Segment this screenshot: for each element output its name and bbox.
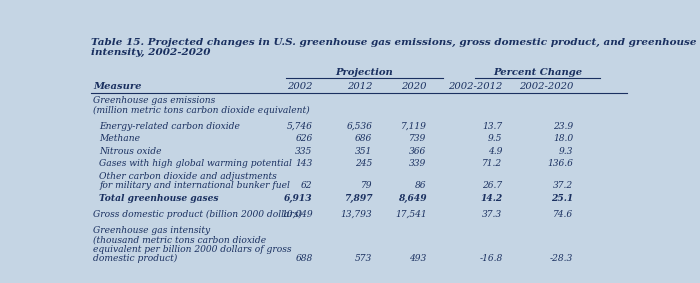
- Text: 10,049: 10,049: [281, 210, 313, 219]
- Text: Gross domestic product (billion 2000 dollars): Gross domestic product (billion 2000 dol…: [93, 210, 302, 219]
- Text: 13.7: 13.7: [482, 122, 503, 131]
- Text: -28.3: -28.3: [550, 254, 573, 263]
- Text: 2020: 2020: [401, 82, 426, 91]
- Text: 688: 688: [295, 254, 313, 263]
- Text: 7,897: 7,897: [344, 194, 372, 203]
- Text: 6,913: 6,913: [284, 194, 313, 203]
- Text: 9.5: 9.5: [488, 134, 503, 143]
- Text: 71.2: 71.2: [482, 159, 503, 168]
- Text: 366: 366: [410, 147, 426, 156]
- Text: for military and international bunker fuel: for military and international bunker fu…: [99, 181, 290, 190]
- Text: Percent Change: Percent Change: [494, 68, 582, 77]
- Text: 17,541: 17,541: [395, 210, 426, 219]
- Text: 573: 573: [355, 254, 372, 263]
- Text: 26.7: 26.7: [482, 181, 503, 190]
- Text: 14.2: 14.2: [480, 194, 503, 203]
- Text: 37.3: 37.3: [482, 210, 503, 219]
- Text: 8,649: 8,649: [398, 194, 426, 203]
- Text: 2002-2012: 2002-2012: [448, 82, 503, 91]
- Text: Nitrous oxide: Nitrous oxide: [99, 147, 162, 156]
- Text: 37.2: 37.2: [553, 181, 573, 190]
- Text: Other carbon dioxide and adjustments: Other carbon dioxide and adjustments: [99, 172, 277, 181]
- Text: (thousand metric tons carbon dioxide: (thousand metric tons carbon dioxide: [93, 236, 266, 245]
- Text: 7,119: 7,119: [400, 122, 426, 131]
- Text: Methane: Methane: [99, 134, 140, 143]
- Text: 2002: 2002: [287, 82, 313, 91]
- Text: 136.6: 136.6: [547, 159, 573, 168]
- Text: 18.0: 18.0: [553, 134, 573, 143]
- Text: 6,536: 6,536: [346, 122, 372, 131]
- Text: 245: 245: [355, 159, 372, 168]
- Text: Measure: Measure: [93, 82, 141, 91]
- Text: 23.9: 23.9: [553, 122, 573, 131]
- Text: 9.3: 9.3: [559, 147, 573, 156]
- Text: 143: 143: [295, 159, 313, 168]
- Text: 335: 335: [295, 147, 313, 156]
- Text: 2012: 2012: [346, 82, 372, 91]
- Text: Greenhouse gas intensity: Greenhouse gas intensity: [93, 226, 210, 235]
- Text: 25.1: 25.1: [551, 194, 573, 203]
- Text: domestic product): domestic product): [93, 254, 177, 263]
- Text: 739: 739: [410, 134, 426, 143]
- Text: 686: 686: [355, 134, 372, 143]
- Text: Energy-related carbon dioxide: Energy-related carbon dioxide: [99, 122, 240, 131]
- Text: Table 15. Projected changes in U.S. greenhouse gas emissions, gross domestic pro: Table 15. Projected changes in U.S. gree…: [92, 38, 700, 47]
- Text: Gases with high global warming potential: Gases with high global warming potential: [99, 159, 292, 168]
- Text: 4.9: 4.9: [488, 147, 503, 156]
- Text: -16.8: -16.8: [480, 254, 503, 263]
- Text: 493: 493: [410, 254, 426, 263]
- Text: 86: 86: [415, 181, 426, 190]
- Text: 5,746: 5,746: [287, 122, 313, 131]
- Text: Total greenhouse gases: Total greenhouse gases: [99, 194, 218, 203]
- Text: 626: 626: [295, 134, 313, 143]
- Text: 13,793: 13,793: [341, 210, 372, 219]
- Text: 62: 62: [301, 181, 313, 190]
- Text: 74.6: 74.6: [553, 210, 573, 219]
- Text: 2002-2020: 2002-2020: [519, 82, 573, 91]
- Text: 351: 351: [355, 147, 372, 156]
- Text: 79: 79: [360, 181, 372, 190]
- Text: Greenhouse gas emissions: Greenhouse gas emissions: [93, 96, 215, 105]
- Text: (million metric tons carbon dioxide equivalent): (million metric tons carbon dioxide equi…: [93, 106, 309, 115]
- Text: 339: 339: [410, 159, 426, 168]
- Text: equivalent per billion 2000 dollars of gross: equivalent per billion 2000 dollars of g…: [93, 245, 291, 254]
- Text: intensity, 2002-2020: intensity, 2002-2020: [92, 48, 211, 57]
- Text: Projection: Projection: [335, 68, 393, 77]
